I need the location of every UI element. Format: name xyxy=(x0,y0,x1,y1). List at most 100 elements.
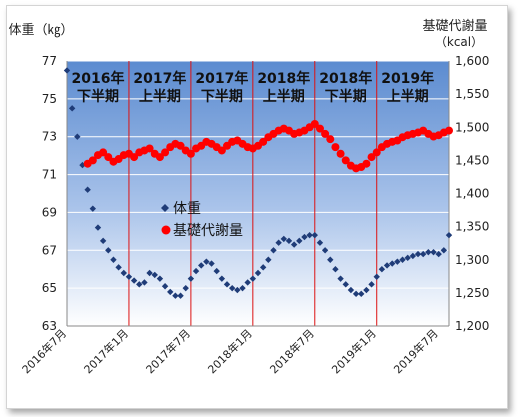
bmr-point xyxy=(372,148,381,157)
y-left-tick-label: 69 xyxy=(42,205,57,219)
weight-point xyxy=(321,247,329,254)
weight-point xyxy=(218,275,226,282)
y-left-tick-label: 63 xyxy=(42,319,57,333)
weight-point xyxy=(270,247,277,254)
weight-point xyxy=(316,239,324,246)
legend-marker-weight xyxy=(161,204,169,212)
period-year-label: 2017年 xyxy=(195,70,248,87)
weight-point xyxy=(259,264,267,271)
weight-point xyxy=(363,286,370,294)
bmr-point xyxy=(155,153,164,162)
legend-marker-bmr xyxy=(161,225,171,235)
y-axis-left-label: 体重（㎏） xyxy=(8,22,73,38)
weight-point xyxy=(74,133,81,140)
weight-point xyxy=(440,247,448,254)
y-right-tick-label: 1,300 xyxy=(455,253,489,267)
weight-point xyxy=(151,271,158,279)
weight-point xyxy=(99,237,107,245)
plot-area xyxy=(67,61,449,326)
chart-frame: 2016年 下半期 2017年 上半期 2017年 下半期 2018年 上半期 2018年 下半期… xyxy=(6,5,508,409)
x-tick-label: 2019年7月 xyxy=(391,326,441,376)
bmr-point xyxy=(321,129,330,138)
weight-point xyxy=(296,237,303,245)
period-year-label: 2017年 xyxy=(133,70,186,87)
weight-point xyxy=(419,250,427,258)
y-left-tick-label: 71 xyxy=(42,168,57,182)
bmr-point xyxy=(331,143,340,152)
weight-point xyxy=(115,264,122,271)
x-tick-label: 2017年1月 xyxy=(81,326,131,376)
bmr-point xyxy=(336,149,345,158)
bmr-point xyxy=(130,153,139,162)
weight-point xyxy=(378,266,386,273)
period-half-label: 下半期 xyxy=(201,88,243,105)
weight-point xyxy=(146,269,153,277)
bmr-point xyxy=(176,141,185,150)
weight-point xyxy=(414,250,422,258)
bmr-point xyxy=(259,137,268,146)
weight-point xyxy=(223,281,231,288)
weight-point xyxy=(89,205,97,212)
weight-point xyxy=(301,233,308,241)
weight-point xyxy=(358,290,365,298)
weight-point xyxy=(203,258,210,265)
legend-label-bmr: 基礎代謝量 xyxy=(173,222,243,239)
weight-point xyxy=(187,275,195,282)
weight-point xyxy=(445,231,453,239)
bmr-point xyxy=(367,153,376,162)
bmr-point xyxy=(315,124,324,133)
weight-point xyxy=(136,281,143,288)
weight-point xyxy=(213,267,220,275)
weight-point xyxy=(275,239,282,246)
y-right-tick-label: 1,250 xyxy=(455,286,489,300)
bmr-point xyxy=(104,153,113,162)
bmr-point xyxy=(161,148,170,157)
weight-point xyxy=(311,231,318,239)
weight-point xyxy=(285,237,293,245)
y-right-tick-label: 1,600 xyxy=(455,54,489,68)
weight-point xyxy=(234,286,241,294)
weight-point xyxy=(198,262,205,269)
weight-point xyxy=(389,260,396,267)
weight-point xyxy=(208,260,215,267)
period-year-label: 2018年 xyxy=(319,70,372,87)
y-left-tick-label: 77 xyxy=(42,54,57,68)
weight-point xyxy=(352,290,360,298)
period-year-label: 2016年 xyxy=(71,70,124,87)
weight-point xyxy=(130,277,138,284)
bmr-point xyxy=(310,119,319,128)
weight-point xyxy=(94,224,102,231)
y-left-tick-label: 73 xyxy=(42,130,57,144)
period-half-label: 上半期 xyxy=(139,88,181,105)
y-right-tick-label: 1,350 xyxy=(455,220,489,234)
bmr-point xyxy=(326,135,335,144)
weight-point xyxy=(192,267,200,275)
weight-point xyxy=(239,284,246,292)
weight-point xyxy=(332,266,339,273)
period-half-label: 下半期 xyxy=(77,88,119,105)
bmr-point xyxy=(217,146,226,155)
bmr-point xyxy=(88,156,97,165)
weight-point xyxy=(125,273,133,280)
x-tick-label: 2017年7月 xyxy=(143,326,193,376)
bmr-point xyxy=(445,126,453,135)
y-right-tick-label: 1,200 xyxy=(455,319,489,333)
x-tick-label: 2018年1月 xyxy=(205,326,255,376)
period-half-label: 上半期 xyxy=(263,88,305,105)
weight-point xyxy=(290,241,298,248)
weight-point xyxy=(383,262,391,269)
x-tick-label: 2019年1月 xyxy=(329,326,379,376)
bmr-point xyxy=(362,159,371,168)
weight-point xyxy=(435,250,442,258)
weight-point xyxy=(182,284,189,292)
weight-point xyxy=(172,292,179,299)
weight-point xyxy=(249,275,257,282)
weight-point xyxy=(342,281,349,288)
weight-point xyxy=(156,275,164,282)
x-tick-label: 2016年7月 xyxy=(19,326,69,376)
period-year-label: 2018年 xyxy=(257,70,310,87)
y-axis-right-unit: （kcal） xyxy=(435,35,483,49)
bmr-point xyxy=(341,156,350,165)
weight-point xyxy=(327,256,334,263)
period-half-label: 下半期 xyxy=(325,88,367,105)
